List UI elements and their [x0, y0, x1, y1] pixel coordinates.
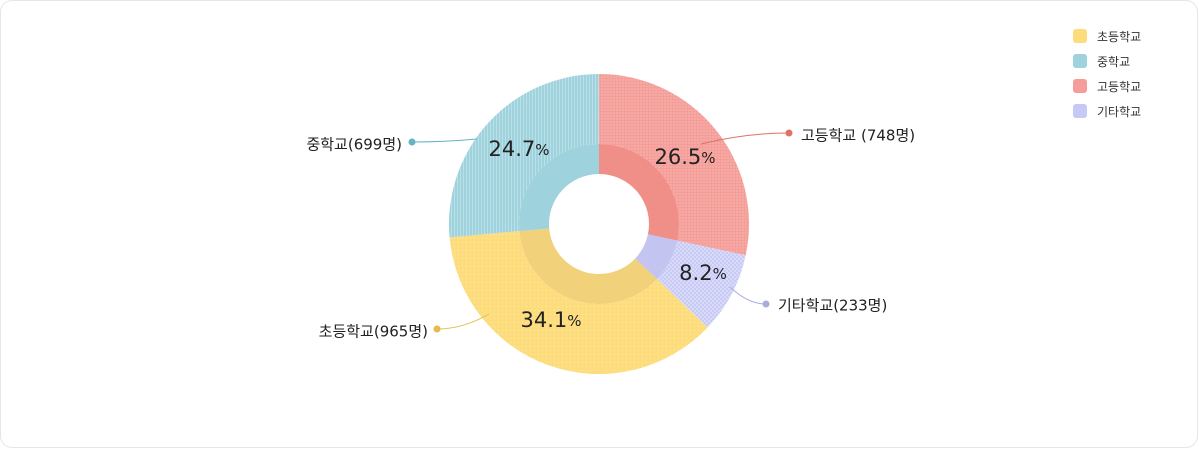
leader-line: [411, 138, 478, 143]
legend-label: 고등학교: [1097, 79, 1142, 94]
slice-inner-2: [519, 228, 657, 304]
percent-label: 24.7%: [488, 137, 549, 161]
percent-label: 8.2%: [679, 261, 727, 285]
legend-swatch: [1073, 29, 1087, 43]
leader-line: [700, 132, 790, 145]
slice-outer-3: [448, 74, 599, 238]
legend-item-middle[interactable]: 중학교: [1073, 53, 1141, 69]
percent-unit: %: [567, 312, 581, 330]
percent-unit: %: [713, 265, 727, 283]
percent-label: 26.5%: [654, 145, 715, 169]
legend-label: 중학교: [1097, 54, 1131, 69]
legend-label: 기타학교: [1097, 104, 1142, 119]
slice-inner-0: [599, 144, 679, 241]
legend-swatch: [1073, 104, 1087, 118]
slice-outer-0: [599, 74, 749, 256]
callout-label: 기타학교(233명): [778, 297, 887, 315]
leader-dot: [785, 129, 793, 137]
legend-swatch: [1073, 54, 1087, 68]
percent-label: 34.1%: [520, 308, 581, 332]
callout-label: 중학교(699명): [306, 136, 402, 154]
legend-swatch: [1073, 79, 1087, 93]
callout-label: 초등학교(965명): [319, 323, 428, 341]
percent-unit: %: [535, 141, 549, 159]
slice-outer-2: [449, 231, 708, 374]
legend-item-elementary[interactable]: 초등학교: [1073, 28, 1141, 44]
slice-inner-1: [635, 234, 678, 280]
leader-dot: [433, 325, 441, 333]
legend-item-other[interactable]: 기타학교: [1073, 103, 1141, 119]
slice-outer-1: [656, 240, 746, 328]
leader-line: [729, 286, 767, 305]
legend-label: 초등학교: [1097, 29, 1142, 44]
leader-dot: [762, 300, 770, 308]
legend-item-high[interactable]: 고등학교: [1073, 78, 1141, 94]
callout-label: 고등학교 (748명): [801, 127, 915, 145]
percent-unit: %: [701, 149, 715, 167]
leader-line: [436, 313, 490, 330]
chart-legend: 초등학교 중학교 고등학교 기타학교: [1073, 28, 1141, 128]
slice-inner-3: [519, 144, 599, 232]
leader-dot: [408, 138, 416, 146]
